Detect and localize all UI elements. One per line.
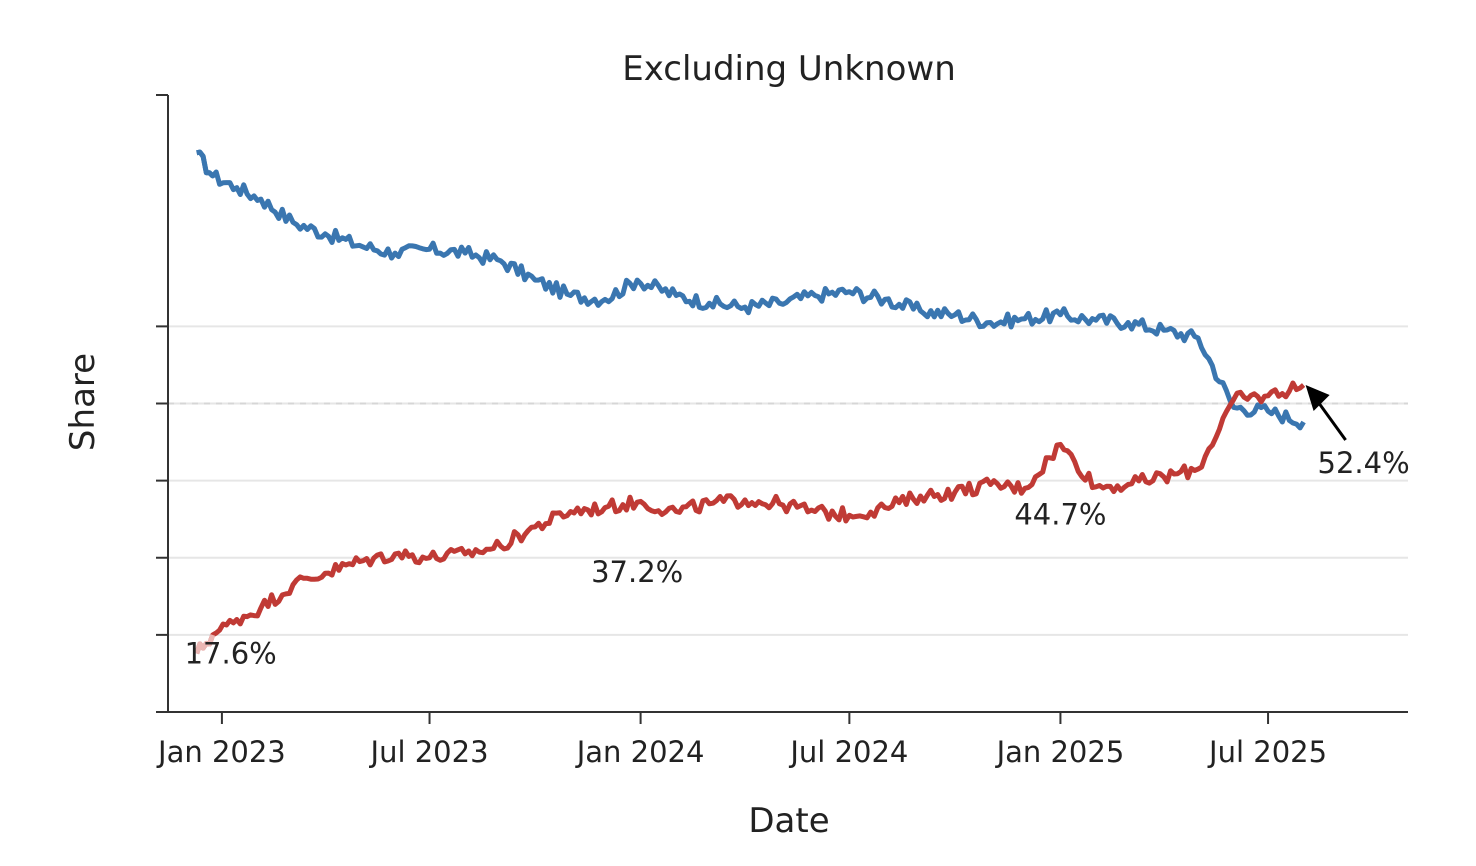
annotation-label: 37.2% — [591, 555, 683, 589]
series-line-1 — [196, 149, 1306, 431]
annotation-label: 52.4% — [1318, 446, 1410, 480]
axes: Jan 2023 Jul 2023 Jan 2024 Jul 2024 Jan 2025… — [156, 94, 1408, 769]
annotation-label: 17.6% — [185, 636, 277, 670]
annotations: 17.6% 37.2% 44.7% 52.4% — [185, 384, 1410, 670]
x-tick-label: Jan 2023 — [156, 735, 286, 769]
x-tick-label: Jan 2024 — [575, 735, 705, 769]
x-tick-label: Jul 2025 — [1207, 735, 1327, 769]
chart-title: Excluding Unknown — [622, 49, 956, 89]
x-tick-label: Jul 2024 — [788, 735, 908, 769]
series-layer — [194, 149, 1306, 655]
series-start-1 — [196, 149, 215, 178]
x-tick-label: Jul 2023 — [369, 735, 489, 769]
x-axis-label: Date — [748, 801, 829, 841]
y-axis-label: Share — [63, 353, 103, 451]
gridlines — [168, 325, 1408, 636]
series-start-2 — [194, 634, 216, 655]
annotation-arrowhead — [1305, 384, 1330, 411]
x-tick-label: Jan 2025 — [995, 735, 1125, 769]
annotation-label: 44.7% — [1014, 497, 1106, 531]
series-line-2 — [194, 380, 1306, 655]
